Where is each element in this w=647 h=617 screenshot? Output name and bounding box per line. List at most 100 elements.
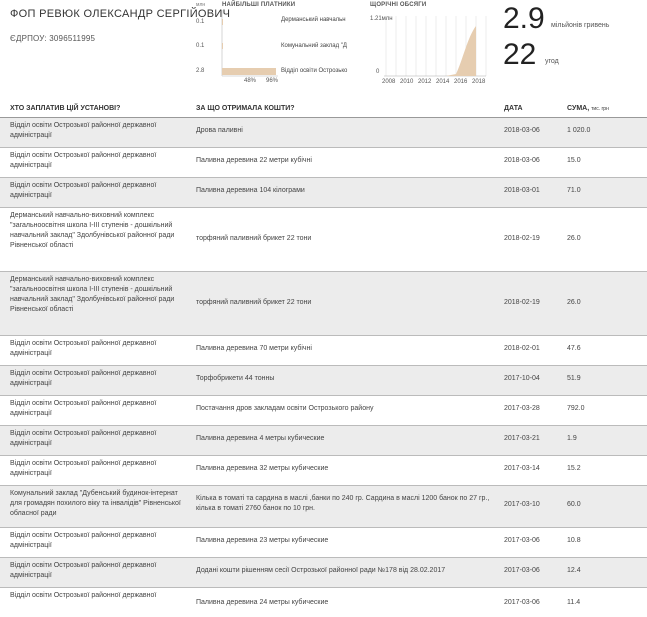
payer-pct-3: 96%	[266, 78, 279, 84]
table-row[interactable]: Відділ освіти Острозької районної держав…	[0, 528, 647, 558]
cell-sum: 12.4	[567, 567, 581, 574]
cell-date: 2018-03-06	[504, 127, 540, 134]
table-row[interactable]: Комунальний заклад "Дубенський будинок-і…	[0, 486, 647, 528]
cell-purpose: Паливна деревина 23 метры кубические	[196, 537, 329, 544]
cell-sum: 47.6	[567, 345, 581, 352]
cell-payer: Відділ освіти Острозької районної держав…	[10, 592, 157, 599]
cell-date: 2017-03-06	[504, 537, 540, 544]
cell-payer: Відділ освіти Острозької районної держав…	[10, 400, 157, 417]
table-row[interactable]: Відділ освіти Острозької районної держав…	[0, 148, 647, 178]
cell-purpose: Торфобрикети 44 тонны	[196, 375, 275, 382]
payers-unit-label: млн	[196, 2, 206, 8]
cell-date: 2018-03-01	[504, 187, 540, 194]
cell-sum: 15.2	[567, 465, 581, 472]
payer-bar-3	[222, 68, 276, 75]
table-row[interactable]: Відділ освіти Острозької районної держав…	[0, 366, 647, 396]
col-payer-header[interactable]: ХТО ЗАПЛАТИВ ЦІЙ УСТАНОВІ?	[10, 105, 121, 112]
table-row[interactable]: Дерманський навчально-виховний комплекс …	[0, 272, 647, 336]
payer-name-2[interactable]: Комунальний заклад "Д	[281, 43, 347, 49]
cell-sum: 10.8	[567, 537, 581, 544]
cell-purpose: Паливна деревина 70 метри кубічні	[196, 345, 312, 352]
yearly-ymax-label: 1.21млн	[370, 16, 393, 22]
cell-purpose: Паливна деревина 24 метры кубические	[196, 599, 329, 606]
cell-date: 2018-02-19	[504, 299, 540, 306]
cell-date: 2017-10-04	[504, 375, 540, 382]
edrpou-code: ЄДРПОУ: 3096511995	[10, 34, 96, 43]
yearly-area-chart	[384, 16, 487, 77]
cell-date: 2018-02-01	[504, 345, 540, 352]
cell-sum: 1.9	[567, 435, 577, 442]
cell-purpose: Паливна деревина 104 кілограми	[196, 187, 305, 194]
cell-date: 2018-03-06	[504, 157, 540, 164]
cell-date: 2017-03-10	[504, 501, 540, 508]
cell-payer: Відділ освіти Острозької районної держав…	[10, 562, 157, 579]
cell-payer: Відділ освіти Острозької районної держав…	[10, 340, 157, 357]
table-row[interactable]: Дерманський навчально-виховний комплекс …	[0, 208, 647, 272]
year-label: 2018	[472, 79, 486, 85]
yearly-title: ЩОРІЧНІ ОБСЯГИ	[370, 2, 427, 8]
total-amount: 2.9	[503, 2, 545, 35]
payer-name-3[interactable]: Відділ освіти Острозько	[281, 68, 348, 74]
col-purpose-header[interactable]: ЗА ЩО ОТРИМАЛА КОШТИ?	[196, 105, 295, 112]
table-row[interactable]: Відділ освіти Острозької районної держав…	[0, 426, 647, 456]
cell-date: 2017-03-14	[504, 465, 540, 472]
table-row[interactable]: Відділ освіти Острозької районної держав…	[0, 336, 647, 366]
total-amount-label: мільйонів гривень	[551, 22, 610, 29]
payer-bar-2	[222, 43, 223, 49]
cell-payer: Дерманський навчально-виховний комплекс …	[10, 276, 175, 313]
cell-date: 2018-02-19	[504, 235, 540, 242]
table-row[interactable]: Відділ освіти Острозької районної держав…	[0, 588, 647, 617]
cell-purpose: Постачання дров закладам освіти Острозьк…	[196, 405, 374, 412]
payer-value-1: 0.1	[196, 19, 205, 25]
cell-purpose: торфяний паливний брикет 22 тони	[196, 299, 312, 306]
yearly-ymin-label: 0	[376, 69, 380, 75]
cell-payer: Відділ освіти Острозької районної держав…	[10, 532, 157, 549]
deal-count: 22	[503, 38, 537, 71]
cell-sum: 792.0	[567, 405, 585, 412]
payer-value-2: 0.1	[196, 43, 205, 49]
table-row[interactable]: Відділ освіти Острозької районної держав…	[0, 558, 647, 588]
cell-purpose: торфяний паливний брикет 22 тони	[196, 235, 312, 242]
cell-sum: 15.0	[567, 157, 581, 164]
cell-purpose: Додані кошти рішенням сесії Острозької р…	[196, 567, 446, 574]
cell-purpose: Кілька в томаті та сардина в маслі ,банк…	[196, 495, 490, 512]
cell-date: 2017-03-06	[504, 599, 540, 606]
year-label: 2010	[400, 79, 414, 85]
col-sum-header[interactable]: СУМА, тис. грн	[567, 105, 609, 112]
col-sum-label: СУМА,	[567, 105, 590, 112]
top-payers-panel: млн НАЙБІЛЬШІ ПЛАТНИКИ 0.1 Дерманський н…	[196, 2, 362, 86]
col-sum-unit: тис. грн	[591, 106, 609, 112]
table-row[interactable]: Відділ освіти Острозької районної держав…	[0, 456, 647, 486]
cell-payer: Комунальний заклад "Дубенський будинок-і…	[10, 490, 181, 517]
cell-date: 2017-03-06	[504, 567, 540, 574]
top-payers-title: НАЙБІЛЬШІ ПЛАТНИКИ	[222, 2, 296, 8]
year-label: 2008	[382, 79, 396, 85]
col-date-header[interactable]: ДАТА	[504, 105, 523, 112]
table-row[interactable]: Відділ освіти Острозької районної держав…	[0, 118, 647, 148]
yearly-volumes-panel: ЩОРІЧНІ ОБСЯГИ 1.21млн 0 2008 2010 2012 …	[370, 2, 490, 88]
page-title: ФОП РЕВЮК ОЛЕКСАНДР СЕРГІЙОВИЧ	[10, 8, 231, 20]
table-row[interactable]: Відділ освіти Острозької районної держав…	[0, 396, 647, 426]
payer-pct-extra: 48%	[244, 78, 257, 84]
cell-sum: 60.0	[567, 501, 581, 508]
table-row[interactable]: Відділ освіти Острозької районної держав…	[0, 178, 647, 208]
cell-payer: Відділ освіти Острозької районної держав…	[10, 370, 157, 387]
cell-sum: 26.0	[567, 235, 581, 242]
cell-purpose: Паливна деревина 4 метры кубические	[196, 435, 325, 442]
cell-payer: Відділ освіти Острозької районної держав…	[10, 152, 157, 169]
cell-purpose: Паливна деревина 22 метри кубічні	[196, 157, 312, 164]
cell-sum: 11.4	[567, 599, 581, 606]
cell-sum: 1 020.0	[567, 127, 591, 134]
cell-date: 2017-03-28	[504, 405, 540, 412]
cell-payer: Відділ освіти Острозької районної держав…	[10, 430, 157, 447]
yearly-area	[446, 26, 476, 76]
cell-sum: 26.0	[567, 299, 581, 306]
payer-name-1[interactable]: Дерманський навчальн	[281, 17, 346, 23]
cell-purpose: Дрова паливні	[196, 127, 243, 134]
year-label: 2012	[418, 79, 432, 85]
cell-sum: 51.9	[567, 375, 581, 382]
table-header: ХТО ЗАПЛАТИВ ЦІЙ УСТАНОВІ? ЗА ЩО ОТРИМАЛ…	[0, 101, 647, 118]
cell-date: 2017-03-21	[504, 435, 540, 442]
payer-bar-1	[222, 19, 223, 25]
deal-count-label: угод	[545, 58, 559, 65]
